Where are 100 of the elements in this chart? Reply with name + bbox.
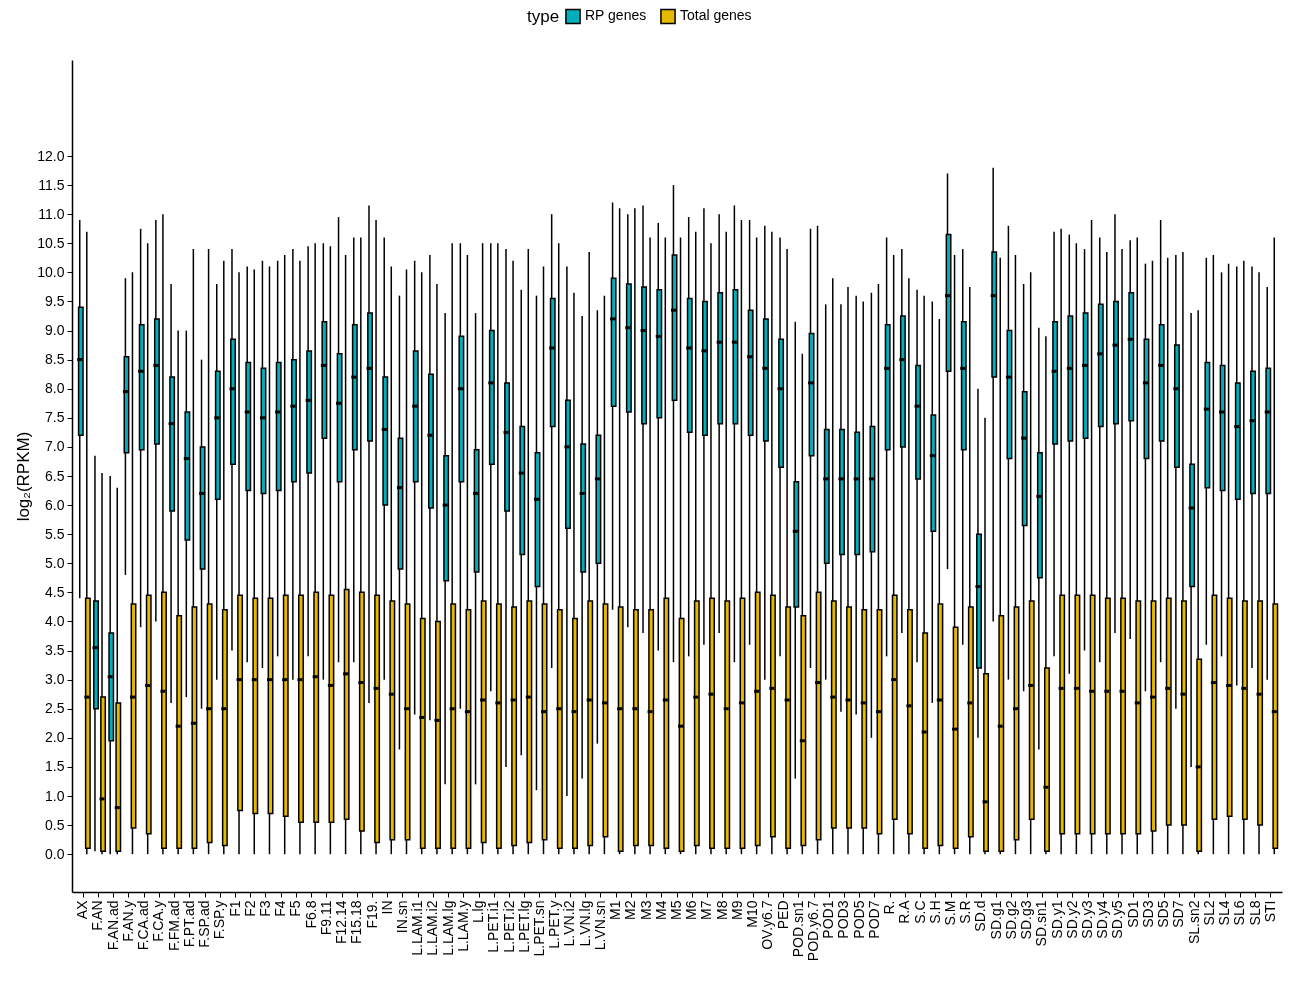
x-tick-label: F19. (363, 900, 380, 929)
x-tick-label: SL8 (1246, 900, 1263, 926)
y-tick-label: 9.0 (45, 322, 65, 339)
x-tick-label: SD7 (1170, 900, 1187, 928)
x-tick-label: POD5 (850, 900, 867, 939)
x-tick-label: M10 (744, 900, 761, 928)
x-tick-label: SL2 (1200, 900, 1217, 926)
x-tick-label: POD3 (835, 900, 852, 939)
x-tick-label: S.H (926, 900, 943, 924)
x-tick-label: F3 (256, 900, 273, 917)
y-tick-label: 2.0 (45, 729, 65, 746)
x-tick-label: SD.y3 (1079, 900, 1096, 939)
x-tick-label: F12.14 (333, 900, 350, 945)
x-tick-label: L.LAM.i1 (409, 900, 426, 956)
x-tick-label: OV.y6.7 (759, 900, 776, 950)
x-tick-label: F15.18 (348, 900, 365, 945)
x-tick-label: M7 (698, 900, 715, 920)
x-tick-label: SD.g1 (987, 900, 1004, 940)
y-tick-label: 6.0 (45, 496, 65, 513)
x-tick-label: F.SP.ad (196, 900, 213, 948)
y-tick-label: 9.5 (45, 292, 65, 309)
y-tick-label: 8.0 (45, 380, 65, 397)
x-tick-label: S.M (942, 900, 959, 926)
x-tick-label: L.PET.i1 (485, 900, 502, 953)
x-tick-label: PED (774, 900, 791, 930)
y-tick-label: 3.5 (45, 642, 65, 659)
x-tick-label: IN (378, 900, 395, 915)
y-tick-label: 10.5 (37, 234, 65, 251)
x-tick-label: SD3 (1139, 900, 1156, 928)
y-tick-label: 5.5 (45, 525, 65, 542)
x-tick-label: SD.sn1 (1033, 900, 1050, 947)
x-tick-label: F2 (241, 900, 258, 917)
x-tick-label: M5 (668, 900, 684, 920)
x-tick-label: F.AN (89, 900, 106, 931)
y-tick-label: 0.0 (45, 845, 65, 862)
x-tick-label: L.PET.lg (515, 900, 532, 953)
x-tick-label: M6 (683, 900, 700, 920)
y-tick-label: 1.5 (45, 758, 65, 775)
x-tick-label: L.LAM.lg (439, 900, 456, 956)
x-tick-label: SD.y5 (1109, 900, 1126, 939)
x-tick-label: S.R (957, 900, 974, 924)
x-tick-label: SD.y1 (1048, 900, 1065, 939)
x-tick-label: M3 (637, 900, 654, 920)
x-tick-label: IN.sn (393, 900, 410, 934)
x-tick-label: M4 (652, 900, 669, 920)
x-tick-label: M1 (607, 900, 624, 920)
y-tick-label: 4.5 (45, 583, 65, 600)
x-tick-label: POD.sn1 (789, 900, 806, 958)
x-tick-label: F.AN.ad (104, 900, 121, 951)
x-tick-label: F.CA.ad (135, 900, 152, 951)
x-tick-label: F5 (287, 900, 304, 917)
y-tick-label: 10.0 (37, 263, 65, 280)
x-tick-label: POD1 (820, 900, 837, 939)
legend-title: type (527, 7, 560, 26)
x-tick-label: L.VN.i2 (561, 900, 578, 947)
x-tick-label: L.lg (470, 900, 487, 924)
y-tick-label: 6.5 (45, 467, 65, 484)
y-tick-label: 4.0 (45, 612, 65, 629)
y-tick-label: 3.0 (45, 671, 65, 688)
y-axis-title: log₂(RPKM) (14, 431, 34, 522)
x-tick-label: M2 (622, 900, 639, 920)
y-tick-label: 11.5 (38, 176, 65, 193)
x-tick-label: L.PET.y (546, 900, 563, 949)
x-tick-label: F.AN.y (119, 900, 136, 942)
x-tick-label: F.CA.y (150, 900, 167, 942)
x-tick-label: POD7 (865, 900, 882, 939)
x-tick-label: F.SP.y (211, 900, 228, 940)
x-tick-label: SL.sn2 (1185, 900, 1202, 945)
x-tick-label: SD.g3 (1018, 900, 1035, 940)
x-tick-label: S.C (911, 900, 928, 924)
x-tick-label: L.PET.i2 (500, 900, 517, 953)
x-tick-label: STI (1261, 900, 1278, 923)
y-tick-label: 8.5 (45, 351, 65, 368)
y-tick-label: 12.0 (37, 147, 65, 164)
y-tick-label: 7.0 (45, 438, 65, 455)
x-tick-label: R. (881, 900, 898, 915)
y-tick-label: 7.5 (45, 409, 65, 426)
legend-label: RP genes (585, 7, 647, 24)
x-tick-label: F.FM.ad (165, 900, 182, 952)
x-tick-label: SL4 (1216, 900, 1233, 926)
x-tick-label: M8 (713, 900, 730, 920)
x-tick-label: L.LAM.i2 (424, 900, 441, 956)
x-tick-label: POD.y6.7 (805, 900, 822, 962)
x-tick-label: F.PT.ad (180, 900, 197, 948)
x-tick-label: SD5 (1155, 900, 1172, 928)
x-tick-label: SD.d (972, 900, 989, 932)
x-tick-label: F4 (272, 900, 289, 917)
x-tick-label: F1 (226, 900, 243, 917)
y-tick-label: 5.0 (45, 554, 65, 571)
x-tick-label: L.VN.lg (576, 900, 593, 947)
y-tick-label: 1.0 (45, 787, 65, 804)
x-tick-label: F6.8 (302, 900, 319, 929)
x-tick-label: F9.11 (317, 900, 334, 936)
legend-label: Total genes (680, 7, 752, 24)
x-tick-label: AX (74, 899, 91, 920)
x-tick-label: SL6 (1231, 900, 1248, 926)
y-tick-label: 11.0 (38, 205, 65, 222)
x-tick-label: SD.y4 (1094, 900, 1111, 939)
y-tick-label: 0.5 (45, 816, 65, 833)
x-tick-label: R.A (896, 899, 913, 924)
